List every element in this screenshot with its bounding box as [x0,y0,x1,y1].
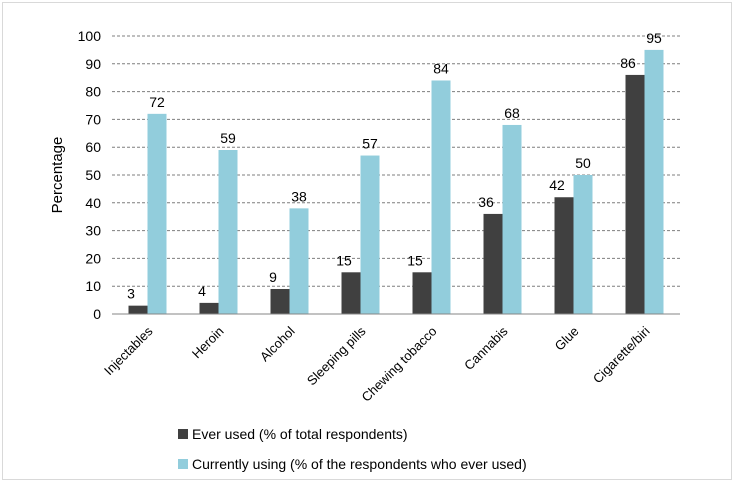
data-label: 72 [149,94,165,110]
y-tick-label: 40 [85,195,101,211]
legend-label-ever-used: Ever used (% of total respondents) [192,426,408,442]
y-tick-label: 90 [85,56,101,72]
bar-currently-using [147,113,167,314]
x-tick-label: Sleeping pills [304,323,369,388]
data-label: 50 [575,155,591,171]
bar-ever-used [270,288,290,314]
y-tick-label: 20 [85,250,101,266]
bar-currently-using [360,155,380,314]
bar-ever-used [128,305,148,314]
data-label: 84 [433,60,449,76]
x-tick-label: Cigarette/biri [590,323,653,386]
data-label: 38 [291,188,307,204]
bar-ever-used [554,197,574,314]
x-tick-label: Heroin [189,324,227,362]
y-axis-ticks: 0 10 20 30 40 50 60 70 80 90 100 [78,28,102,322]
y-tick-label: 60 [85,139,101,155]
bar-ever-used [199,302,219,314]
data-label: 9 [269,269,277,285]
x-tick-label: Alcohol [257,323,298,364]
y-tick-label: 10 [85,278,101,294]
data-label: 86 [620,55,636,71]
data-label: 15 [407,252,423,268]
bar-currently-using [502,124,522,315]
legend-item-currently-using: Currently using (% of the respondents wh… [178,456,527,472]
bar-currently-using [644,49,664,315]
bar-ever-used [341,272,361,314]
bar-ever-used [625,74,645,314]
bars [128,49,664,315]
y-tick-label: 0 [93,306,101,322]
bar-ever-used [483,213,503,314]
legend-swatch-ever-used [178,429,188,439]
legend-item-ever-used: Ever used (% of total respondents) [178,426,408,442]
y-tick-label: 80 [85,84,101,100]
x-tick-label: Glue [552,324,582,354]
legend-swatch-currently-using [178,459,188,469]
y-tick-label: 30 [85,223,101,239]
y-tick-label: 50 [85,167,101,183]
x-tick-label: Cannabis [461,323,511,373]
bar-currently-using [573,175,593,314]
y-tick-label: 70 [85,111,101,127]
data-label: 4 [198,283,206,299]
bar-currently-using [289,208,309,314]
data-label: 42 [549,177,565,193]
bar-currently-using [431,80,451,314]
data-labels: 3 72 4 59 9 38 15 57 15 84 36 68 42 50 86 95 [127,30,662,302]
bar-currently-using [218,149,238,314]
x-axis-ticks: Injectables Heroin Alcohol Sleeping pillsCh… [101,323,653,404]
x-tick-label: Chewing tobacco [358,324,439,405]
data-label: 59 [220,130,236,146]
bar-ever-used [412,272,432,314]
legend-label-currently-using: Currently using (% of the respondents wh… [192,456,527,472]
data-label: 3 [127,286,135,302]
data-label: 57 [362,136,378,152]
data-label: 15 [336,252,352,268]
x-tick-label: Injectables [101,323,156,378]
y-axis-label: Percentage [49,137,66,214]
data-label: 36 [478,194,494,210]
y-tick-label: 100 [78,28,102,44]
gridlines [112,35,680,287]
data-label: 68 [504,105,520,121]
data-label: 95 [646,30,662,46]
